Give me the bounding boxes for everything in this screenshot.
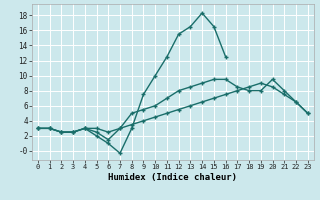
X-axis label: Humidex (Indice chaleur): Humidex (Indice chaleur): [108, 173, 237, 182]
